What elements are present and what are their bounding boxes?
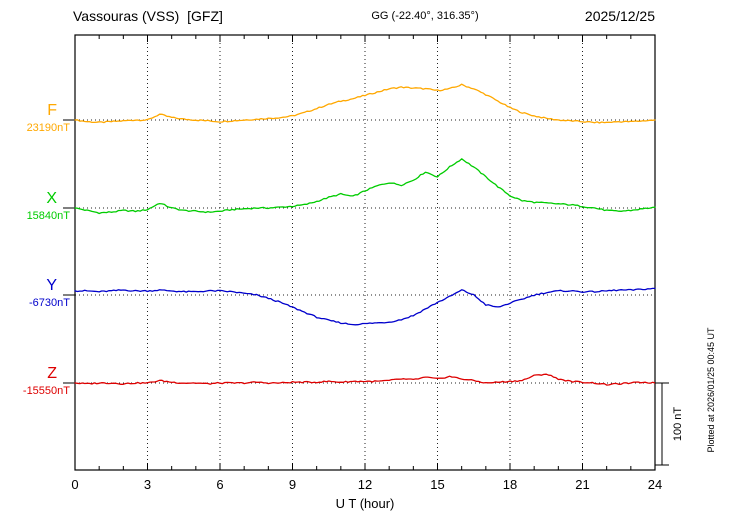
scale-bar: [655, 382, 669, 466]
x-tick-label: 9: [288, 477, 297, 492]
channel-baseline-value-Y: -6730nT: [29, 297, 70, 309]
channel-baseline-value-Z: -15550nT: [22, 385, 70, 397]
plot-frame: [74, 34, 656, 471]
trace-F: [74, 83, 656, 124]
channel-letter-F: F: [47, 102, 57, 119]
x-tick-label: 3: [143, 477, 152, 492]
x-tick-label: 12: [357, 477, 373, 492]
channel-letter-Z: Z: [47, 365, 57, 382]
scale-bar-label: 100 nT: [672, 406, 684, 442]
channel-label-block-Z: Z -15550nT: [0, 366, 70, 397]
channel-label-block-Y: Y -6730nT: [0, 278, 70, 309]
trace-X: [74, 158, 656, 215]
station-title: Vassouras (VSS) [GFZ]: [73, 8, 223, 24]
x-tick-label: 24: [647, 477, 663, 492]
x-tick-label: 21: [575, 477, 590, 492]
trace-Z: [74, 373, 656, 386]
trace-Y: [74, 287, 656, 326]
channel-baseline-value-X: 15840nT: [26, 210, 70, 222]
geographic-coordinates: GG (-22.40°, 316.35°): [371, 10, 479, 22]
channel-letter-Y: Y: [46, 277, 57, 294]
x-axis-label: U T (hour): [335, 496, 395, 511]
plotted-at-note: Plotted at 2026/01/25 00:45 UT: [706, 327, 716, 453]
channel-labels: F 23190nT X 15840nT Y -6730nT Z -15550nT: [0, 0, 75, 520]
channel-label-block-F: F 23190nT: [0, 103, 70, 134]
channel-label-block-X: X 15840nT: [0, 191, 70, 222]
x-tick-label: 0: [71, 477, 79, 492]
channel-letter-X: X: [46, 190, 57, 207]
x-tick-label: 15: [430, 477, 445, 492]
channel-baseline-value-F: 23190nT: [26, 122, 70, 134]
x-tick-label: 18: [502, 477, 518, 492]
x-tick-label: 6: [216, 477, 224, 492]
x-axis-tick-labels: 0 3 6 9 12 15 18 21 24: [0, 477, 730, 493]
plot-date: 2025/12/25: [584, 8, 655, 24]
